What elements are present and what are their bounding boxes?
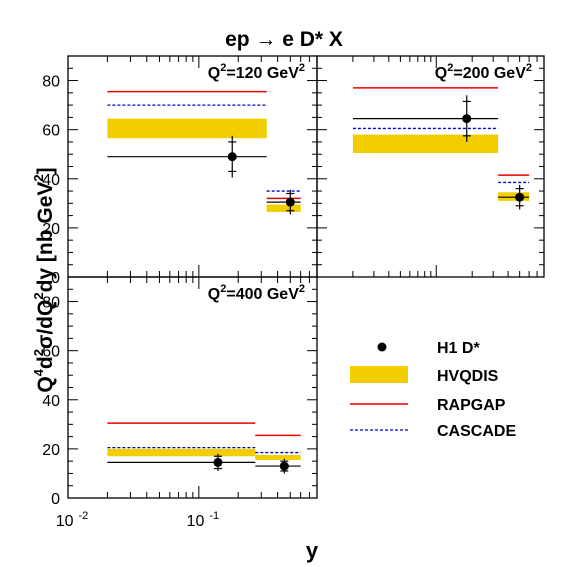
legend-entry-rapgap: RAPGAP [350,397,506,414]
y-tick-label: 40 [42,393,60,410]
hvqdis-band-1 [107,118,267,139]
panel-label: Q2=200 GeV2 [435,62,532,82]
y-tick-label: 60 [42,123,60,140]
data-marker [227,152,237,162]
y-tick-label: 0 [51,270,60,287]
data-marker [213,457,223,467]
panel-frame [67,276,318,499]
y-tick-label: 80 [42,74,60,91]
data-point-1 [352,95,499,142]
panel-2: Q2=200 GeV2 [316,55,545,278]
legend-marker [377,342,387,352]
panel-1: 0 20 40 60 80 Q2=120 GeV2 [42,55,318,287]
legend-label: H1 D* [437,340,480,357]
y-tick-label: 60 [42,344,60,361]
y-tick-label: 80 [42,295,60,312]
hvqdis-band-2 [266,204,301,212]
data-point-1 [107,135,267,178]
panel-frame [316,55,545,278]
data-marker [462,114,472,124]
legend-label: RAPGAP [437,397,506,414]
legend-label: CASCADE [437,423,516,440]
data-point-2 [255,458,301,474]
panel-3: 0 20 40 60 80 Q2=400 GeV2 10 -2 10 -1 [42,276,318,530]
panel-label: Q2=400 GeV2 [208,283,305,303]
panel-label: Q2=120 GeV2 [208,62,305,82]
legend-entry-cascade: CASCADE [350,423,516,440]
x-tick-label: 10 -2 [56,510,89,530]
legend-band [350,366,408,383]
data-point-2 [498,184,530,210]
hvqdis-band-1 [107,448,256,457]
y-tick-label: 20 [42,221,60,238]
hvqdis-band-1 [352,134,499,153]
legend-entry-hvqdis: HVQDIS [350,366,499,385]
panel-frame [67,55,318,278]
chart-title: ep → e D* X [225,28,343,51]
data-point-2 [266,189,301,215]
legend-label: HVQDIS [437,368,499,385]
hvqdis-band-2 [498,192,530,201]
data-marker [285,197,295,207]
hvqdis-band-2 [255,455,301,460]
data-marker [515,192,525,202]
data-marker [279,461,289,471]
x-axis-label: y [306,538,319,563]
y-tick-label: 40 [42,172,60,189]
legend-entry-data: H1 D* [377,340,480,357]
y-tick-label: 0 [51,491,60,508]
y-axis-label: Q4d2σ/dQ2dy [nb GeV2] [31,167,57,392]
x-tick-label: 10 -1 [187,510,220,530]
y-tick-label: 20 [42,442,60,459]
data-point-1 [107,453,256,471]
